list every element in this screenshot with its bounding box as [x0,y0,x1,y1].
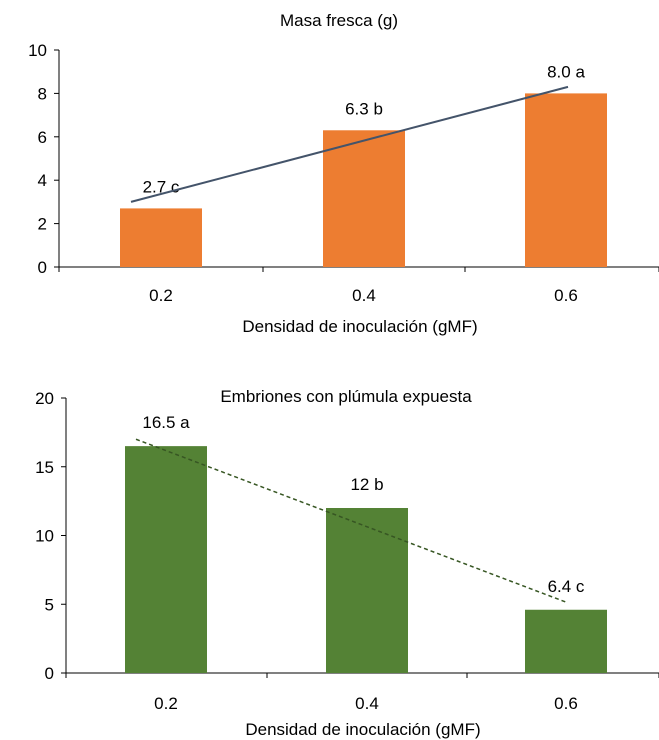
bar [525,93,607,268]
x-tick-label: 0.2 [149,286,173,305]
bar [323,130,405,267]
bar [326,508,408,673]
data-label: 16.5 a [142,413,190,432]
data-labels: 16.5 a 12 b 6.4 c [142,413,585,596]
y-tick-label: 2 [38,215,47,234]
data-label: 6.3 b [345,99,383,118]
y-tick-label: 15 [35,458,54,477]
data-label: 6.4 c [548,577,585,596]
bars [120,93,607,268]
bar [525,609,607,673]
bar [125,446,207,673]
chart-title: Masa fresca (g) [280,11,398,30]
x-ticks: 0.2 0.4 0.6 [65,673,659,713]
y-tick-label: 10 [35,527,54,546]
y-tick-label: 5 [45,595,54,614]
y-tick-label: 0 [38,258,47,277]
x-tick-label: 0.2 [154,694,178,713]
y-ticks: 0 5 10 15 20 [35,389,66,683]
chart-embriones: Embriones con plúmula expuesta 05101520 … [35,387,659,739]
chart-title: Embriones con plúmula expuesta [220,387,472,406]
x-axis-label: Densidad de inoculación (gMF) [242,317,477,336]
bars [125,446,607,673]
data-label: 12 b [350,475,383,494]
y-tick-label: 8 [38,84,47,103]
x-axis-label: Densidad de inoculación (gMF) [245,720,480,739]
y-tick-label: 20 [35,389,54,408]
y-tick-label: 10 [28,41,47,60]
y-ticks: 0 2 4 6 8 10 [28,41,59,277]
y-tick-label: 4 [38,171,47,190]
y-tick-label: 0 [45,664,54,683]
x-tick-label: 0.4 [355,694,379,713]
x-ticks: 0.2 0.4 0.6 [58,267,659,305]
trendline [130,85,569,203]
x-tick-label: 0.6 [554,694,578,713]
x-tick-label: 0.6 [554,286,578,305]
bar [120,208,202,267]
x-tick-label: 0.4 [352,286,376,305]
data-label: 8.0 a [547,62,585,81]
y-tick-label: 6 [38,128,47,147]
